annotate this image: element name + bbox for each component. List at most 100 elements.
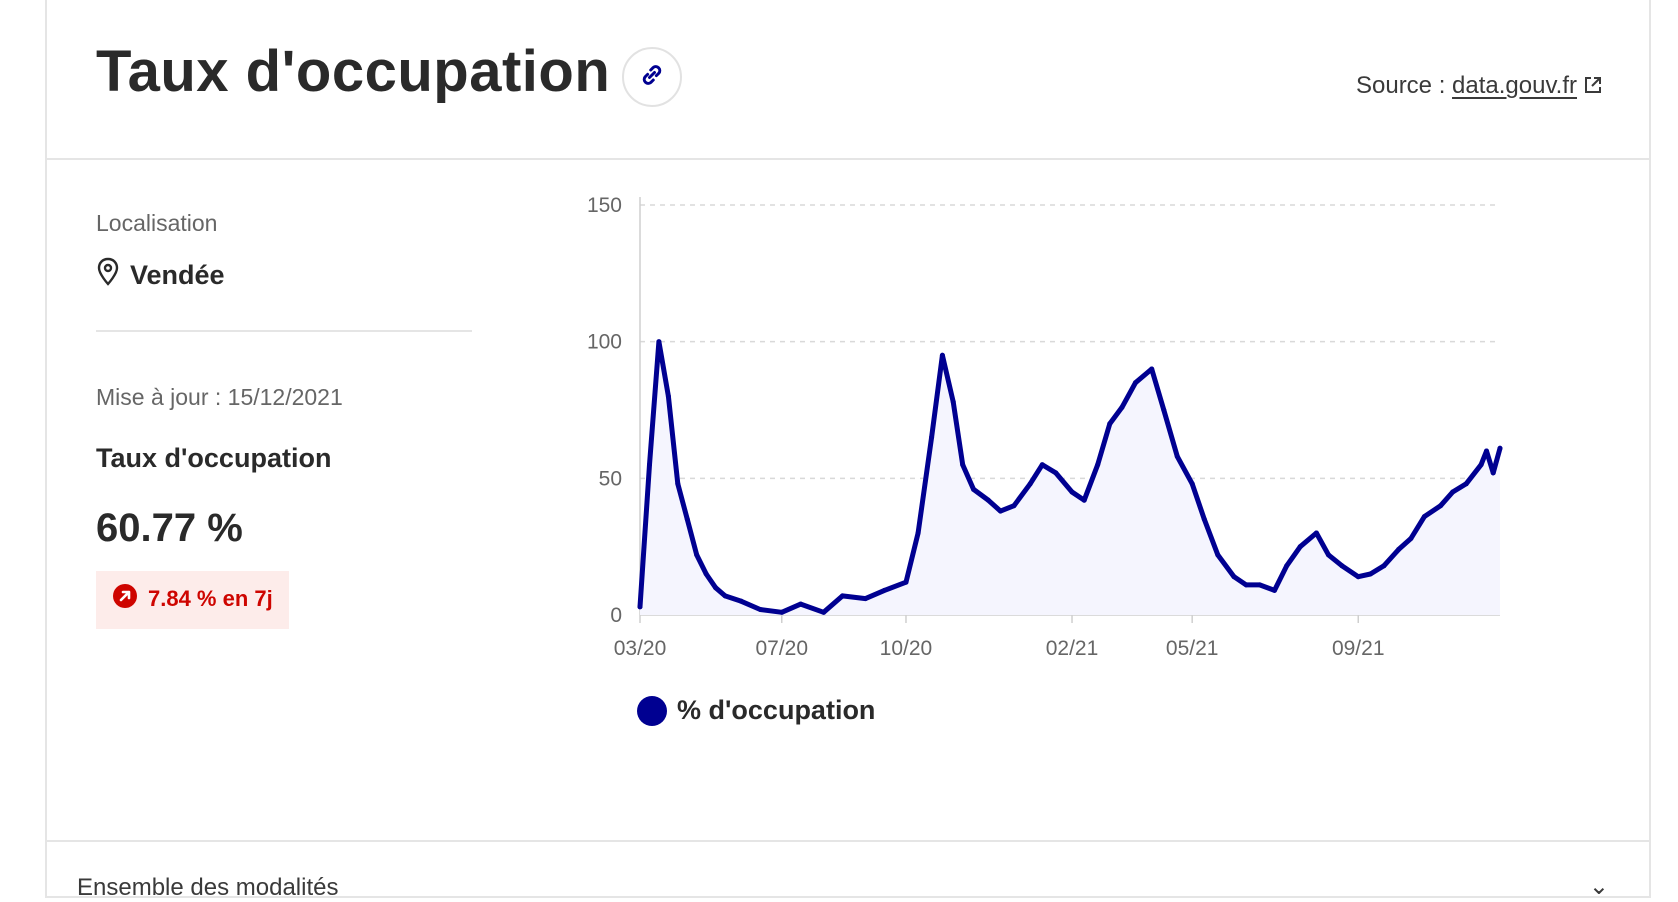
data-point	[798, 601, 804, 607]
data-point	[915, 530, 921, 536]
trend-badge: 7.84 % en 7j	[96, 571, 289, 629]
data-point	[1081, 497, 1087, 503]
source-prefix: Source :	[1355, 72, 1453, 99]
data-point	[1478, 462, 1484, 468]
external-link-icon	[1583, 74, 1603, 102]
info-panel: Localisation Vendée Mise à jour : 15/12/…	[96, 210, 472, 629]
data-point	[840, 593, 845, 599]
page-title: Taux d'occupation	[96, 39, 611, 104]
data-point	[821, 609, 827, 615]
data-point	[1497, 445, 1503, 451]
chart-legend[interactable]: % d'occupation	[637, 695, 875, 726]
series-area	[640, 341, 1500, 615]
x-tick-label: 02/21	[1046, 637, 1099, 660]
occupancy-card: Taux d'occupation Source : data.gouv.fr …	[45, 0, 1651, 901]
data-point	[1243, 582, 1249, 588]
source-link-text: data.gouv.fr	[1452, 72, 1577, 99]
data-point	[1027, 481, 1033, 487]
metric-label: Taux d'occupation	[96, 443, 332, 473]
data-point	[722, 593, 728, 599]
x-tick-label: 09/21	[1332, 637, 1385, 660]
y-tick-label: 150	[587, 194, 622, 217]
data-point	[1257, 582, 1263, 588]
data-point	[757, 607, 763, 612]
data-point	[1438, 503, 1444, 509]
x-tick-label: 05/21	[1166, 637, 1219, 660]
data-point	[1355, 574, 1361, 580]
data-point	[881, 587, 887, 593]
data-point	[1272, 587, 1277, 593]
data-point	[1095, 462, 1101, 468]
link-icon	[637, 60, 667, 95]
y-tick-label: 50	[599, 467, 622, 490]
location-label: Localisation	[96, 210, 218, 236]
y-tick-label: 100	[587, 331, 622, 354]
data-point	[656, 339, 662, 345]
data-point	[713, 585, 719, 591]
data-point	[985, 497, 991, 503]
data-point	[637, 604, 643, 610]
location-value: Vendée	[130, 260, 225, 290]
data-point	[1450, 489, 1456, 495]
data-point	[1463, 481, 1469, 487]
data-point	[1011, 503, 1017, 509]
legend-marker	[637, 695, 667, 726]
data-point	[694, 552, 700, 558]
occupancy-chart: 0 50 100 150 03/20 07/20 10/20 02/21 05/21 09/21 …	[542, 185, 1642, 745]
data-point	[1149, 366, 1155, 372]
data-point	[1069, 489, 1075, 495]
data-point	[1408, 536, 1414, 541]
data-point	[779, 609, 785, 615]
location-value-row: Vendée	[96, 257, 472, 294]
data-point	[1107, 421, 1113, 427]
data-point	[1490, 470, 1496, 476]
data-point	[647, 462, 652, 468]
chevron-down-icon: ⌄	[1588, 873, 1609, 900]
data-point	[1313, 530, 1319, 536]
data-point	[1381, 563, 1387, 569]
metric-value: 60.77 %	[96, 506, 243, 550]
data-point	[950, 399, 956, 405]
data-point	[1367, 571, 1373, 577]
source-link[interactable]: data.gouv.fr	[1452, 72, 1603, 99]
data-point	[1231, 574, 1237, 580]
x-tick-label: 10/20	[880, 637, 933, 660]
data-point	[1326, 552, 1331, 558]
data-point	[1161, 407, 1167, 413]
chart-svg: 0 50 100 150 03/20 07/20 10/20 02/21 05/21 09/21	[587, 194, 1503, 660]
source-line: Source : data.gouv.fr	[1356, 72, 1603, 102]
data-point	[1189, 481, 1195, 487]
data-point	[1119, 404, 1125, 410]
x-tick-label: 07/20	[755, 637, 808, 660]
data-point	[1297, 544, 1303, 550]
trend-badge-text: 7.84 % en 7j	[148, 586, 273, 611]
y-tick-label: 0	[610, 604, 622, 627]
data-point	[1201, 516, 1207, 522]
data-point	[939, 352, 945, 358]
card-header: Taux d'occupation Source : data.gouv.fr	[47, 0, 1649, 160]
data-point	[684, 516, 690, 522]
updated-date: Mise à jour : 15/12/2021	[96, 384, 343, 410]
data-point	[1053, 470, 1059, 476]
data-point	[1484, 448, 1489, 454]
data-point	[960, 462, 966, 468]
x-tick-label: 03/20	[614, 637, 667, 660]
data-point	[1174, 454, 1180, 459]
map-pin-icon	[96, 257, 120, 294]
data-point	[1396, 546, 1402, 552]
data-point	[665, 393, 671, 399]
data-point	[929, 434, 935, 440]
expand-row[interactable]: Ensemble des modalités ⌄	[47, 840, 1649, 902]
data-point	[998, 508, 1003, 514]
data-point	[703, 571, 709, 577]
data-point	[1284, 563, 1290, 569]
data-point	[863, 596, 868, 602]
data-point	[738, 598, 744, 604]
data-point	[903, 579, 909, 585]
divider	[96, 330, 472, 332]
arrow-up-right-icon	[112, 583, 138, 615]
data-point	[1339, 563, 1345, 569]
data-point	[1421, 514, 1427, 520]
data-point	[1039, 462, 1045, 468]
copy-link-button[interactable]	[622, 47, 682, 107]
